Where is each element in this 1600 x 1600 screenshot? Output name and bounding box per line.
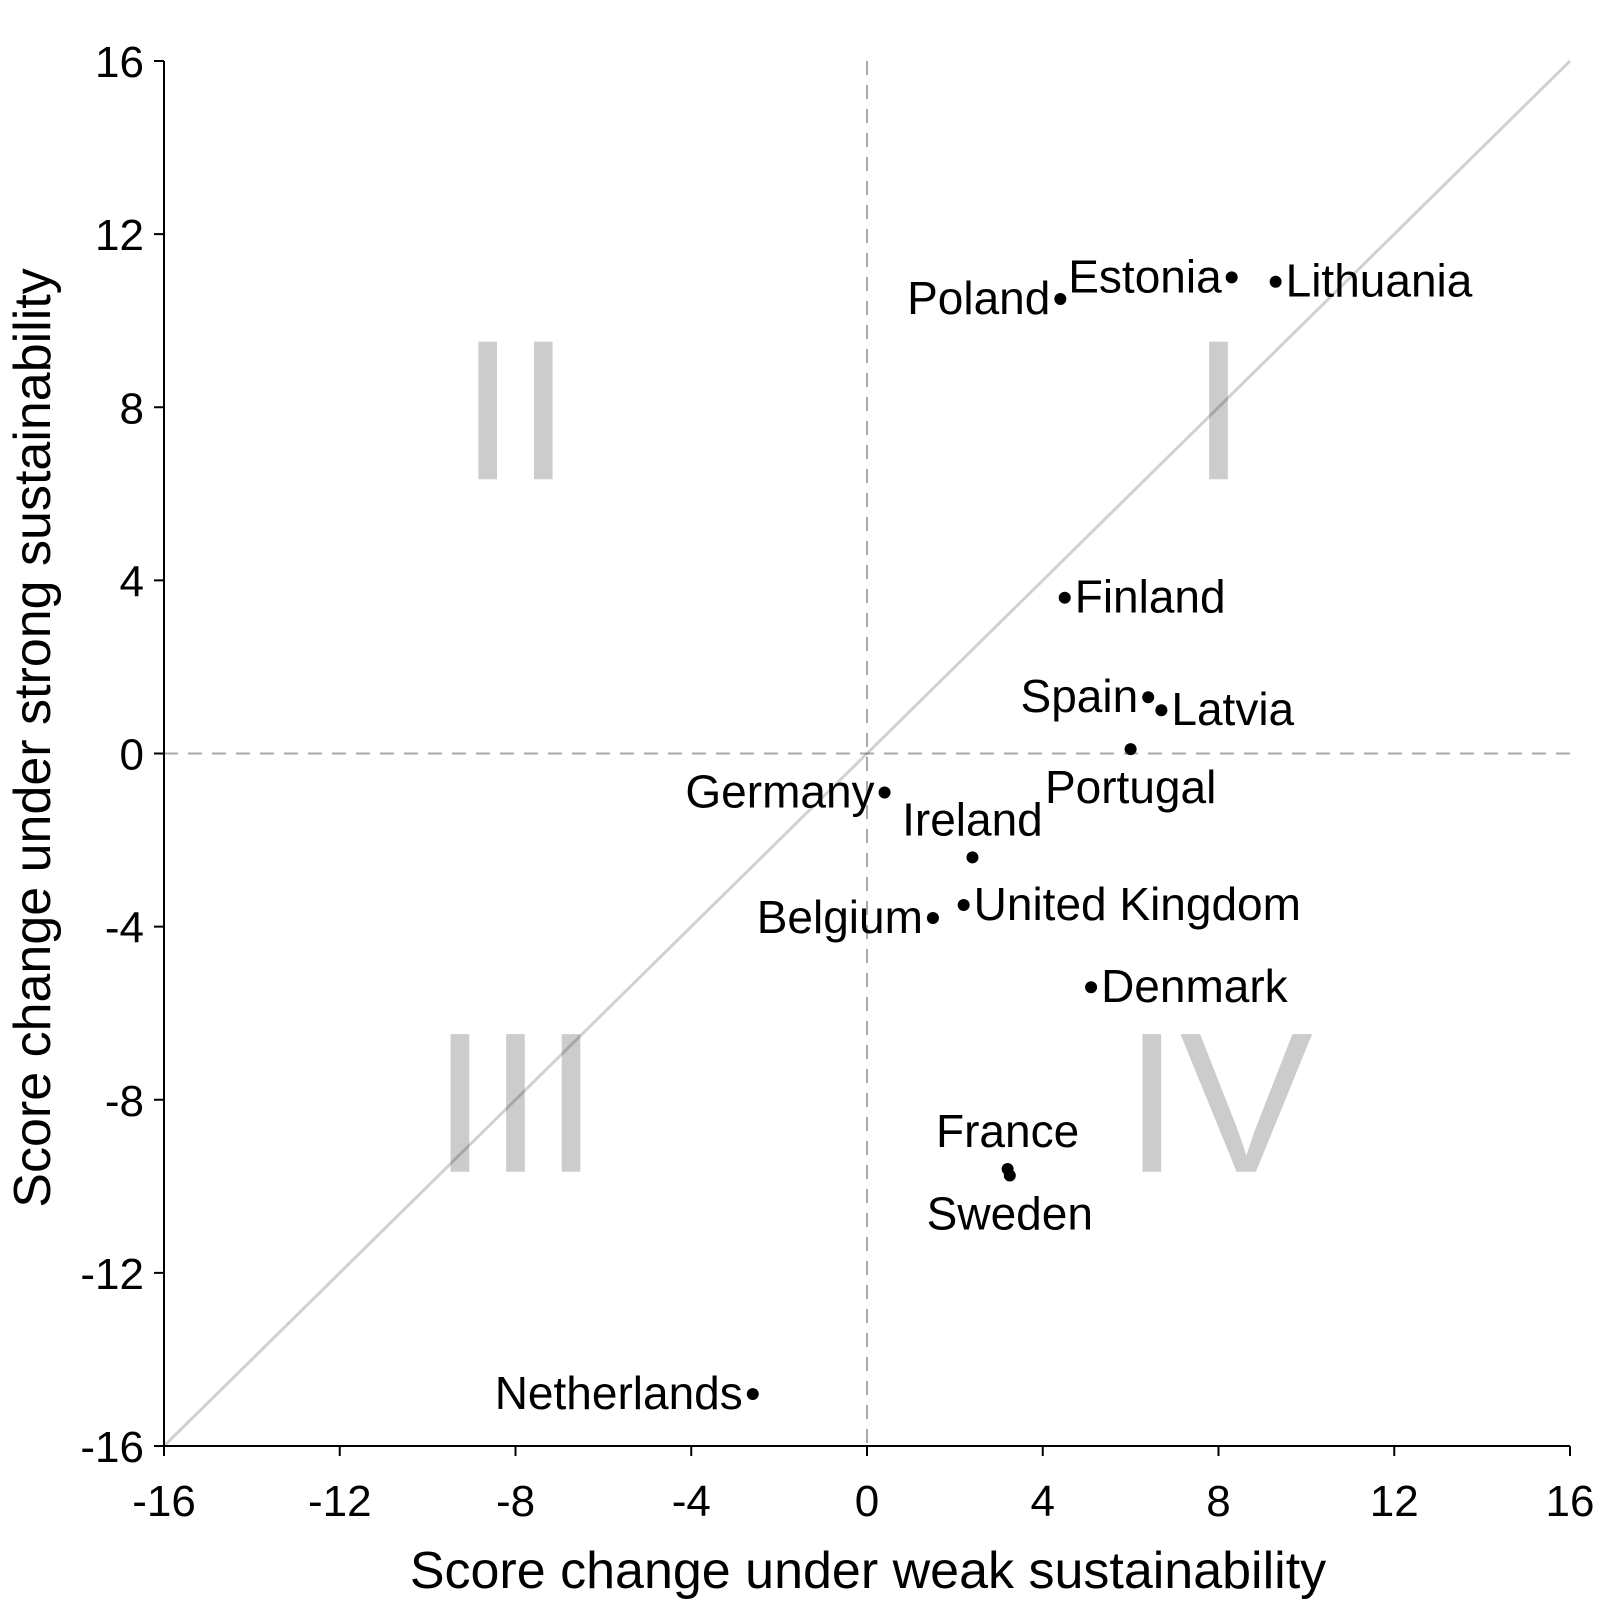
y-axis-title: Score change under strong sustainability bbox=[4, 268, 62, 1207]
point-label: Estonia bbox=[1068, 250, 1222, 302]
y-tick-label: -12 bbox=[80, 1250, 144, 1299]
x-tick-label: 12 bbox=[1370, 1477, 1419, 1526]
point-marker bbox=[957, 898, 970, 911]
point-label: France bbox=[936, 1105, 1079, 1157]
data-points: Poland Estonia Lithuania Finland Spain Latvia… bbox=[495, 250, 1473, 1419]
point-marker bbox=[1085, 981, 1098, 994]
diagonal-reference-line bbox=[162, 59, 1572, 1448]
x-tick-label: 8 bbox=[1206, 1477, 1230, 1526]
axes: -16 -12 -8 -4 0 4 8 12 16 16 12 8 4 0 -4 -8 -12 -16 bbox=[80, 38, 1594, 1526]
point-marker bbox=[1269, 275, 1282, 288]
point-label: Ireland bbox=[902, 793, 1043, 845]
y-tick-label: 12 bbox=[95, 211, 144, 260]
x-tick-label: 16 bbox=[1546, 1477, 1595, 1526]
point-marker bbox=[1054, 293, 1067, 306]
point-label: Belgium bbox=[757, 891, 923, 943]
quadrant-label-IV: IV bbox=[1124, 992, 1313, 1215]
point-label: Finland bbox=[1075, 571, 1226, 623]
quadrant-label-II: II bbox=[460, 299, 571, 522]
point-marker bbox=[1142, 691, 1155, 704]
x-tick-label: 0 bbox=[855, 1477, 879, 1526]
point-label: Portugal bbox=[1045, 761, 1216, 813]
x-tick-label: -8 bbox=[496, 1477, 535, 1526]
point-marker bbox=[966, 851, 979, 864]
point-label: Denmark bbox=[1101, 960, 1289, 1012]
point-label: Poland bbox=[907, 272, 1050, 324]
point-marker bbox=[1225, 271, 1238, 284]
point-label: Netherlands bbox=[495, 1367, 743, 1419]
y-tick-label: 4 bbox=[120, 557, 144, 606]
y-tick-label: 8 bbox=[120, 384, 144, 433]
point-label: Sweden bbox=[927, 1187, 1093, 1239]
x-axis-title: Score change under weak sustainability bbox=[410, 1542, 1326, 1600]
x-tick-label: -12 bbox=[308, 1477, 372, 1526]
point-label: United Kingdom bbox=[974, 878, 1301, 930]
quadrant-label-I: I bbox=[1191, 299, 1247, 522]
x-tick-label: -16 bbox=[132, 1477, 196, 1526]
point-label: Spain bbox=[1021, 670, 1139, 722]
y-tick-label: 0 bbox=[120, 731, 144, 780]
y-tick-label: -4 bbox=[105, 904, 144, 953]
point-marker bbox=[878, 786, 891, 799]
point-marker bbox=[1003, 1169, 1016, 1182]
x-tick-label: -4 bbox=[672, 1477, 711, 1526]
point-label: Lithuania bbox=[1286, 255, 1473, 307]
point-marker bbox=[926, 911, 939, 924]
y-tick-label: -8 bbox=[105, 1077, 144, 1126]
point-marker bbox=[1058, 591, 1071, 604]
y-tick-label: 16 bbox=[95, 38, 144, 87]
quadrant-label-III: III bbox=[432, 992, 599, 1215]
y-tick-label: -16 bbox=[80, 1423, 144, 1472]
point-marker bbox=[1155, 704, 1168, 717]
point-label: Latvia bbox=[1171, 683, 1294, 735]
point-marker bbox=[746, 1388, 759, 1401]
reference-lines bbox=[162, 59, 1572, 1448]
point-label: Germany bbox=[685, 765, 874, 817]
x-tick-label: 4 bbox=[1031, 1477, 1055, 1526]
point-marker bbox=[1124, 743, 1137, 756]
